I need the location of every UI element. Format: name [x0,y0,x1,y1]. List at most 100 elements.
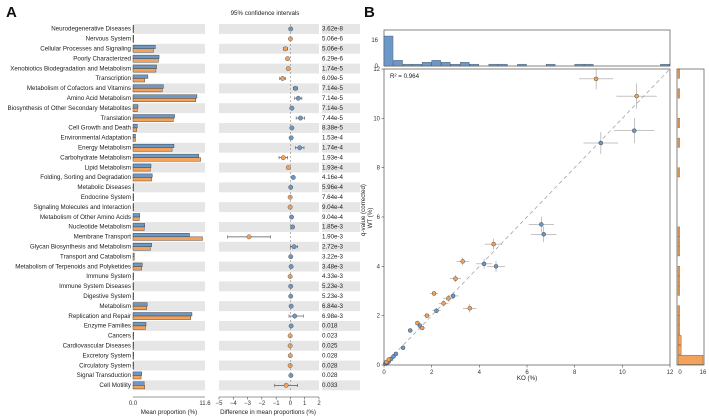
ci-point [292,313,298,319]
bar-wt [132,236,203,241]
ci-series [227,24,306,391]
scatter-y-label: WT (%) [367,208,374,229]
row-shade-q [322,103,360,114]
bar-ko [132,163,152,168]
right-hist-bar [677,226,680,237]
top-hist-bar [469,63,479,67]
fit-line [383,68,671,366]
bar-ko [132,134,136,139]
row-shade-q [322,83,360,94]
bar-wt [132,88,163,93]
row-shade-q [322,63,360,74]
scatter-ytick-label: 10 [373,116,380,122]
q-value: 5.23e-3 [322,283,344,290]
q-value: 2.72e-3 [322,244,344,251]
q-value: 6.98e-3 [322,313,344,320]
ci-point [295,95,301,101]
scatter-point [424,313,430,318]
row-shade-q [322,182,360,193]
bar-ko [132,193,135,198]
q-value: 9.04e-4 [322,214,344,221]
q-axis-label: q-value (corrected) [360,184,367,236]
category-label: Excretory System [83,352,131,359]
ci-point [289,125,295,131]
q-value: 0.023 [322,333,338,340]
bar-ko [132,153,199,158]
scatter-point [634,93,639,99]
scatter-xtick-label: 0 [382,370,386,376]
category-label: Replication and Repair [68,313,131,320]
q-value: 0.028 [322,362,338,369]
category-label: Environmental Adaptation [60,135,131,142]
bar-ko [132,312,193,317]
category-label: Neurodegenerative Diseases [51,26,131,33]
row-shade-q [322,162,360,173]
q-value: 6.29e-6 [322,55,344,62]
right-hist-bar [677,68,680,79]
right-hist-bar [677,236,680,247]
row-shade-ci [219,83,319,94]
ci-point [297,145,303,151]
row-shade-ci [219,142,319,153]
category-label: Metabolism of Terpenoids and Polyketides [15,263,131,270]
top-histogram-frame [383,29,671,67]
ci-point [298,115,303,121]
q-value: 0.033 [322,382,338,389]
bar-ko [132,183,135,188]
bar-wt [132,286,135,291]
bar-wt [132,187,135,192]
row-shade-q [322,142,360,153]
ci-title: 95% confidence intervals [231,10,300,17]
row-shading [133,24,360,391]
category-label: Xenobiotics Biodegradation and Metabolis… [10,65,131,72]
row-shade-ci [219,241,319,252]
row-shade-bars [133,261,205,272]
row-shade-ci [219,321,319,331]
category-label: Metabolic Diseases [77,184,131,191]
row-shade-bars [133,123,205,133]
right-hist-bar [677,246,680,257]
bar-ko [132,252,135,257]
bar-wt [132,305,147,310]
scatter-point [446,296,451,301]
bar-wt [132,78,145,83]
category-label: Immune System Diseases [59,283,131,290]
diff-tick-label: −5 [216,401,224,407]
scatter-point [632,128,637,133]
row-shade-q [322,43,360,54]
right-hist-bar [677,335,682,345]
category-label: Lipid Metabolism [85,164,131,171]
top-hist-bar [584,63,594,67]
bar-ko [132,25,135,30]
bar-ko [132,242,152,247]
right-hist-xtick: 16 [700,370,707,376]
q-value: 1.74e-4 [322,145,344,152]
row-shade-ci [219,103,319,114]
ci-point [288,264,294,269]
scatter-point [481,261,487,267]
scatter-ytick-label: 8 [377,166,381,172]
q-value: 7.64e-4 [322,194,344,201]
bar-x-label: Mean proportion (%) [141,409,197,416]
category-label: Immune System [86,273,131,280]
row-shade-ci [219,340,319,351]
row-shade-ci [219,380,319,391]
top-hist-bar [450,63,460,67]
scatter-point [434,308,439,313]
bar-wt [132,266,142,271]
q-value: 4.16e-4 [322,174,344,181]
bar-wt [132,325,146,330]
q-value: 3.62e-8 [322,26,344,33]
row-shade-q [322,360,360,371]
category-label: Enzyme Families [84,323,131,330]
right-hist-bar [677,137,680,148]
category-label: Signal Transduction [77,372,132,379]
q-value: 1.93e-4 [322,154,344,161]
scatter-point [441,301,446,306]
row-shade-q [322,241,360,252]
diff-tick-label: 1 [303,401,307,407]
bar-wt [132,315,191,320]
row-shade-bars [133,182,205,193]
category-label: Signaling Molecules and Interaction [33,204,131,211]
row-shade-q [322,321,360,331]
